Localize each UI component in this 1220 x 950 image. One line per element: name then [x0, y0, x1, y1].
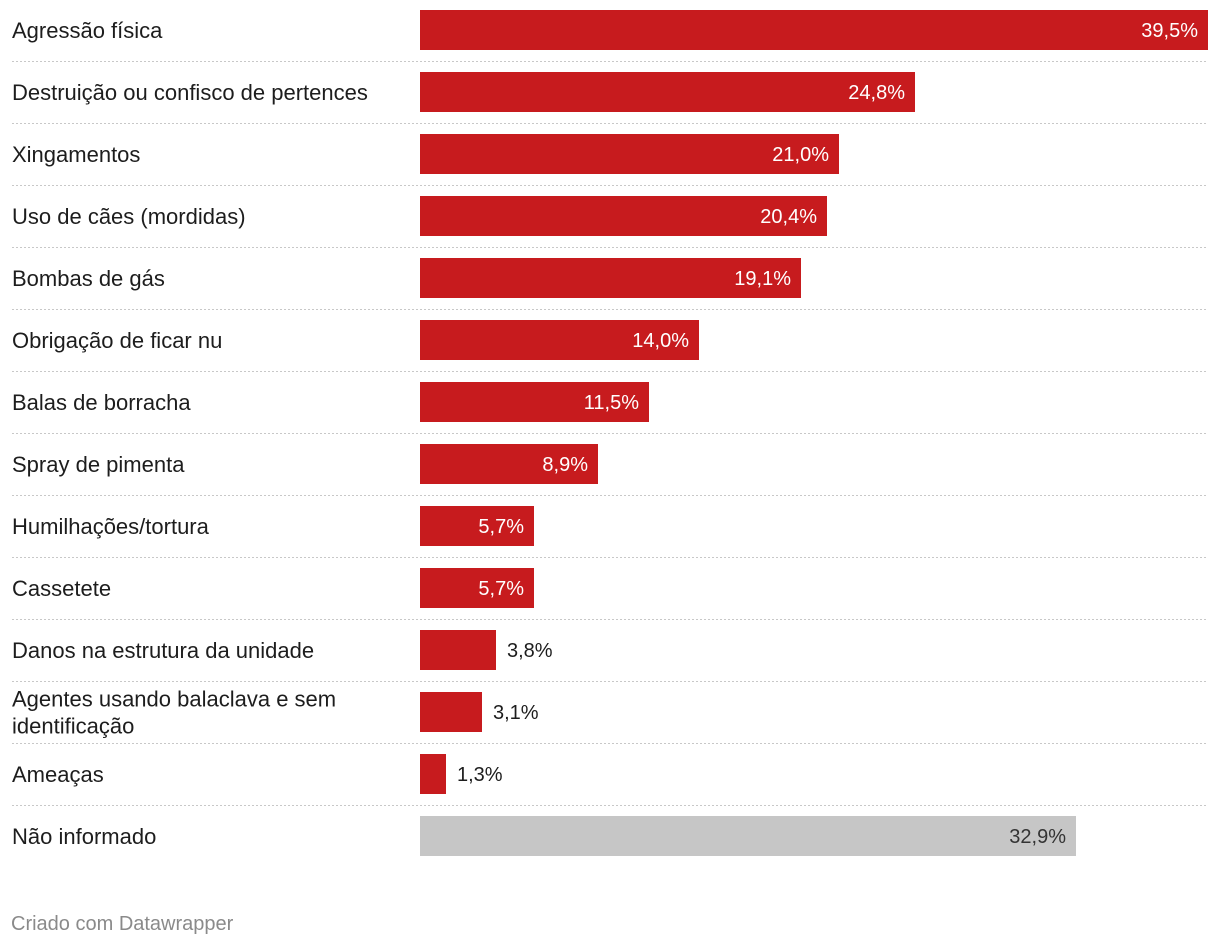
category-label: Xingamentos [12, 142, 140, 167]
bar [420, 630, 496, 670]
bar [420, 568, 534, 608]
bar [420, 444, 598, 484]
category-label: Cassetete [12, 576, 111, 601]
value-label: 5,7% [478, 578, 524, 600]
value-label: 11,5% [584, 392, 639, 414]
value-label: 20,4% [760, 206, 817, 228]
value-label: 5,7% [478, 516, 524, 538]
value-label: 8,9% [542, 454, 588, 476]
category-label: Spray de pimenta [12, 452, 185, 477]
value-label: 1,3% [457, 764, 503, 786]
category-label: Danos na estrutura da unidade [12, 638, 314, 663]
category-label: Agressão física [12, 18, 163, 43]
bar [420, 382, 649, 422]
category-label: Destruição ou confisco de pertences [12, 80, 368, 105]
category-label: Humilhações/tortura [12, 514, 210, 539]
category-label: Obrigação de ficar nu [12, 328, 222, 353]
category-label: Balas de borracha [12, 390, 191, 415]
value-label: 32,9% [1009, 826, 1066, 848]
category-label: Ameaças [12, 762, 104, 787]
bar [420, 816, 1076, 856]
bar [420, 320, 699, 360]
category-label: Não informado [12, 824, 156, 849]
bar [420, 506, 534, 546]
category-label: Bombas de gás [12, 266, 165, 291]
value-label: 21,0% [772, 144, 829, 166]
bar [420, 72, 915, 112]
value-label: 19,1% [734, 268, 791, 290]
bar [420, 134, 839, 174]
value-label: 3,8% [507, 640, 553, 662]
category-label: Uso de cães (mordidas) [12, 204, 246, 229]
bar [420, 196, 827, 236]
bar [420, 692, 482, 732]
value-label: 24,8% [848, 82, 905, 104]
value-label: 3,1% [493, 702, 539, 724]
value-label: 39,5% [1141, 20, 1198, 42]
value-label: 14,0% [632, 330, 689, 352]
credit-text: Criado com Datawrapper [11, 913, 234, 935]
bar [420, 10, 1208, 50]
category-label: Agentes usando balaclava e sem identifica… [12, 687, 336, 739]
bar [420, 258, 801, 298]
bar [420, 754, 446, 794]
